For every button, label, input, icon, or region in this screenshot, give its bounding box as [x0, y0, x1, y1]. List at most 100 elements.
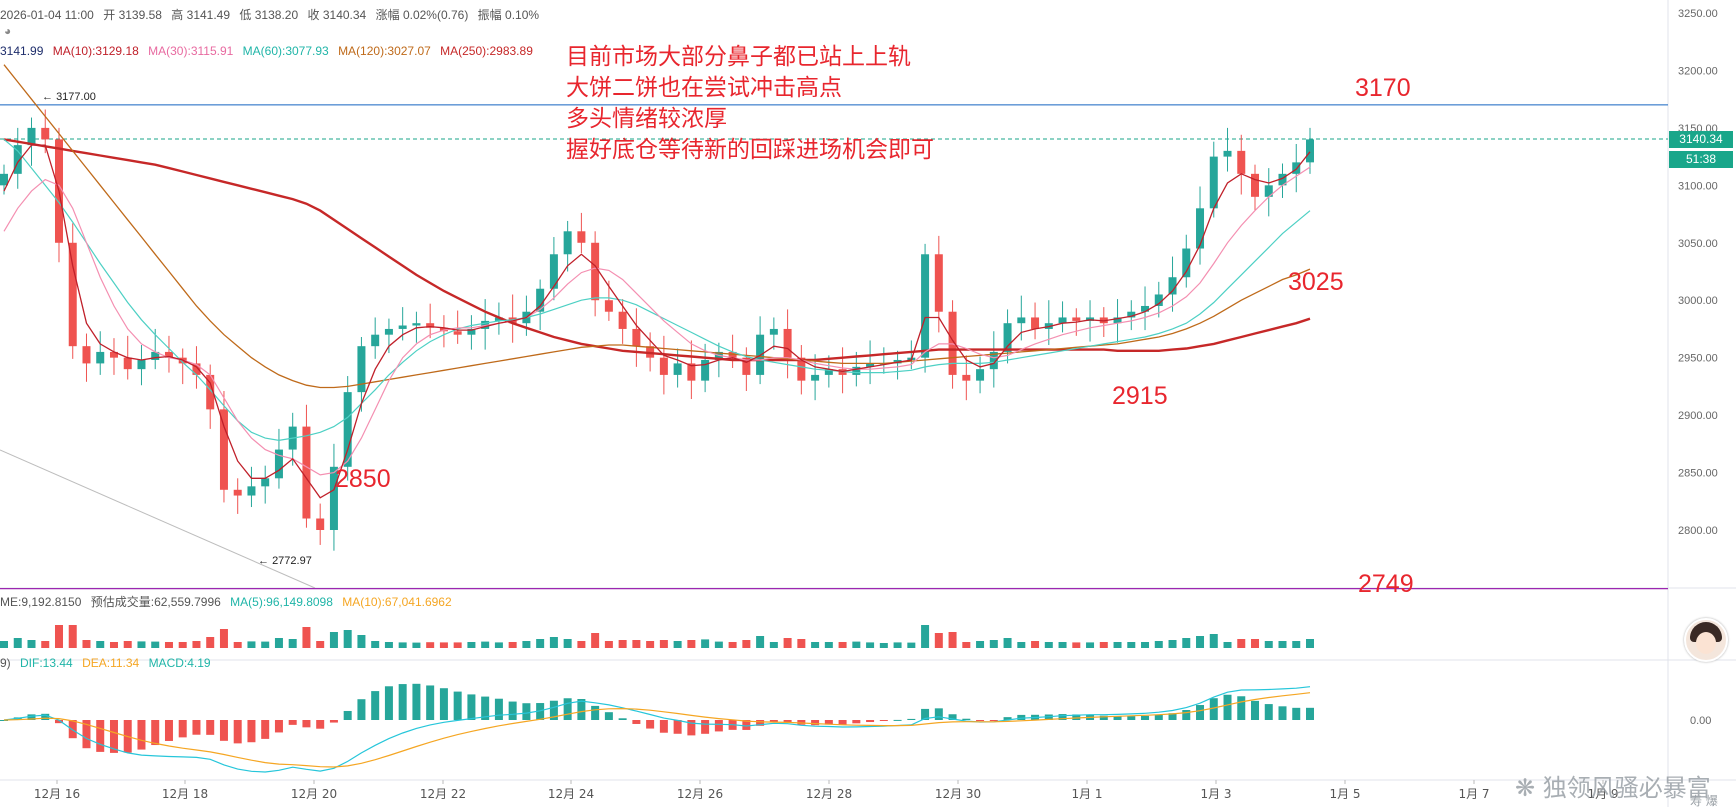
volume-bar — [316, 641, 325, 648]
ma30-value: MA(30):3115.91 — [148, 44, 234, 58]
annotation-line: 目前市场大部分鼻子都已站上上轨 — [566, 44, 911, 70]
volume-bar — [68, 625, 77, 648]
volume-bar — [288, 639, 297, 648]
volume-bar — [302, 627, 311, 648]
volume-bar — [522, 641, 531, 648]
macd-bar — [962, 718, 971, 720]
volume-bar — [632, 640, 641, 648]
macd-bar — [41, 713, 50, 720]
candle-body — [536, 288, 545, 312]
volume-bar — [577, 641, 586, 648]
volume-bar — [604, 641, 613, 648]
volume-bar — [494, 642, 503, 648]
macd-bar — [371, 691, 380, 720]
volume-bar — [879, 643, 888, 648]
candle-body — [192, 363, 201, 375]
volume-bar — [1141, 642, 1150, 648]
high-label: 高 — [171, 8, 184, 22]
volume-bar — [1017, 642, 1026, 648]
volume-bar — [41, 641, 50, 648]
macd-bar — [714, 720, 723, 732]
macd-bar — [439, 688, 448, 720]
open-label: 开 — [103, 8, 116, 22]
candle-body — [1113, 317, 1122, 324]
candle-body — [1003, 323, 1012, 352]
macd-bar — [508, 701, 517, 720]
candle-body — [866, 363, 875, 367]
macd-bar — [412, 683, 421, 720]
x-tick-label: 12月 24 — [548, 787, 594, 801]
macd-bar — [742, 720, 751, 730]
macd-bar — [0, 720, 8, 721]
macd-bar — [206, 720, 215, 735]
avatar[interactable] — [1684, 618, 1728, 662]
volume-bar — [1278, 641, 1287, 648]
candle-body — [797, 357, 806, 381]
macd-bar — [797, 720, 806, 725]
macd-bar — [1196, 705, 1205, 720]
candle-body — [976, 369, 985, 381]
candle-body — [1154, 294, 1163, 306]
macd-bar — [494, 698, 503, 720]
y-tick-label: 3100.00 — [1678, 180, 1718, 192]
macd-params: 9) — [0, 656, 11, 670]
candle-body — [384, 328, 393, 335]
volume-bar — [976, 641, 985, 648]
candle-body — [1017, 317, 1026, 324]
macd-bar — [54, 720, 63, 724]
candle-body — [13, 145, 22, 174]
candle-body — [329, 466, 338, 530]
label-2915: 2915 — [1112, 382, 1168, 410]
y-tick-label: 2900.00 — [1678, 410, 1718, 422]
volume-bar — [852, 641, 861, 648]
volume-bar — [989, 640, 998, 648]
volume-estimate: 预估成交量:62,559.7996 — [90, 595, 221, 609]
low-marker-label: ← 2772.97 — [258, 555, 312, 567]
volume-bar — [1292, 641, 1301, 648]
macd-bar — [453, 691, 462, 720]
macd-bar — [1141, 715, 1150, 720]
candle-body — [164, 351, 173, 358]
volume-bar — [907, 642, 916, 648]
candle-body — [1209, 156, 1218, 209]
candle-body — [467, 328, 476, 335]
volume-bar — [1223, 642, 1232, 648]
volume-ma10: MA(10):67,041.6962 — [342, 595, 452, 609]
y-tick-label: 3250.00 — [1678, 8, 1718, 20]
macd-bar — [481, 696, 490, 720]
macd-bar — [1264, 704, 1273, 720]
macd-bar — [934, 708, 943, 720]
macd-bar — [1113, 716, 1122, 720]
macd-bar — [137, 720, 146, 750]
volume-bar — [54, 625, 63, 648]
volume-bar — [439, 642, 448, 648]
volume-bar — [962, 642, 971, 648]
volume-bar — [783, 638, 792, 648]
volume-bar — [481, 641, 490, 648]
volume-bar — [811, 642, 820, 648]
volume-bar — [769, 642, 778, 648]
macd-bar — [261, 720, 270, 739]
volume-bar — [1237, 639, 1246, 648]
watermark-text: 独领风骚必暴富 — [1542, 774, 1711, 802]
y-tick-label: 3200.00 — [1678, 65, 1718, 77]
candle-body — [1182, 248, 1191, 278]
volume-bar — [343, 630, 352, 648]
volume-bar — [1086, 642, 1095, 648]
countdown-tag: 51:38 — [1669, 151, 1733, 168]
macd-bar — [151, 720, 160, 746]
candle-body — [659, 357, 668, 375]
ma30-line — [3, 166, 1311, 476]
volume-bar — [673, 641, 682, 648]
macd-bar — [879, 720, 888, 722]
macd-bar — [659, 720, 668, 733]
watermark-icon: ❋ — [1515, 774, 1536, 802]
volume-bar — [866, 642, 875, 648]
macd-bar — [673, 720, 682, 734]
trend-line — [0, 449, 316, 589]
eye-icon[interactable]: ◕ — [4, 24, 12, 38]
macd-bar — [921, 708, 930, 720]
change-value: 0.02%(0.76) — [402, 8, 469, 22]
volume-bar — [1196, 636, 1205, 648]
